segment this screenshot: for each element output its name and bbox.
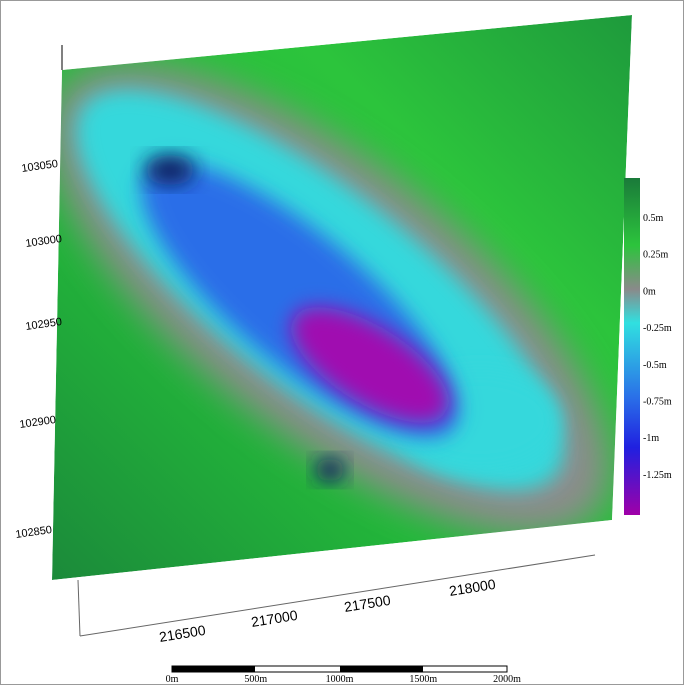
colorbar-label: 0.25m: [643, 250, 669, 261]
colorbar-label: -1m: [643, 433, 659, 444]
scale-label: 1500m: [409, 674, 437, 685]
scale-label: 0m: [166, 674, 179, 685]
colorbar-label: 0m: [643, 286, 656, 297]
scale-label: 500m: [244, 674, 267, 685]
colorbar: [624, 178, 640, 515]
colorbar-label: -0.25m: [643, 323, 672, 334]
colorbar-label: -0.5m: [643, 360, 667, 371]
scale-label: 2000m: [493, 674, 521, 685]
colorbar-label: -0.75m: [643, 397, 672, 408]
scale-label: 1000m: [326, 674, 354, 685]
colorbar-label: -1.25m: [643, 470, 672, 481]
surface: [0, 0, 681, 616]
surface-map: 1030501030001029501029001028502165002170…: [0, 0, 684, 685]
colorbar-label: 0.5m: [643, 213, 664, 224]
